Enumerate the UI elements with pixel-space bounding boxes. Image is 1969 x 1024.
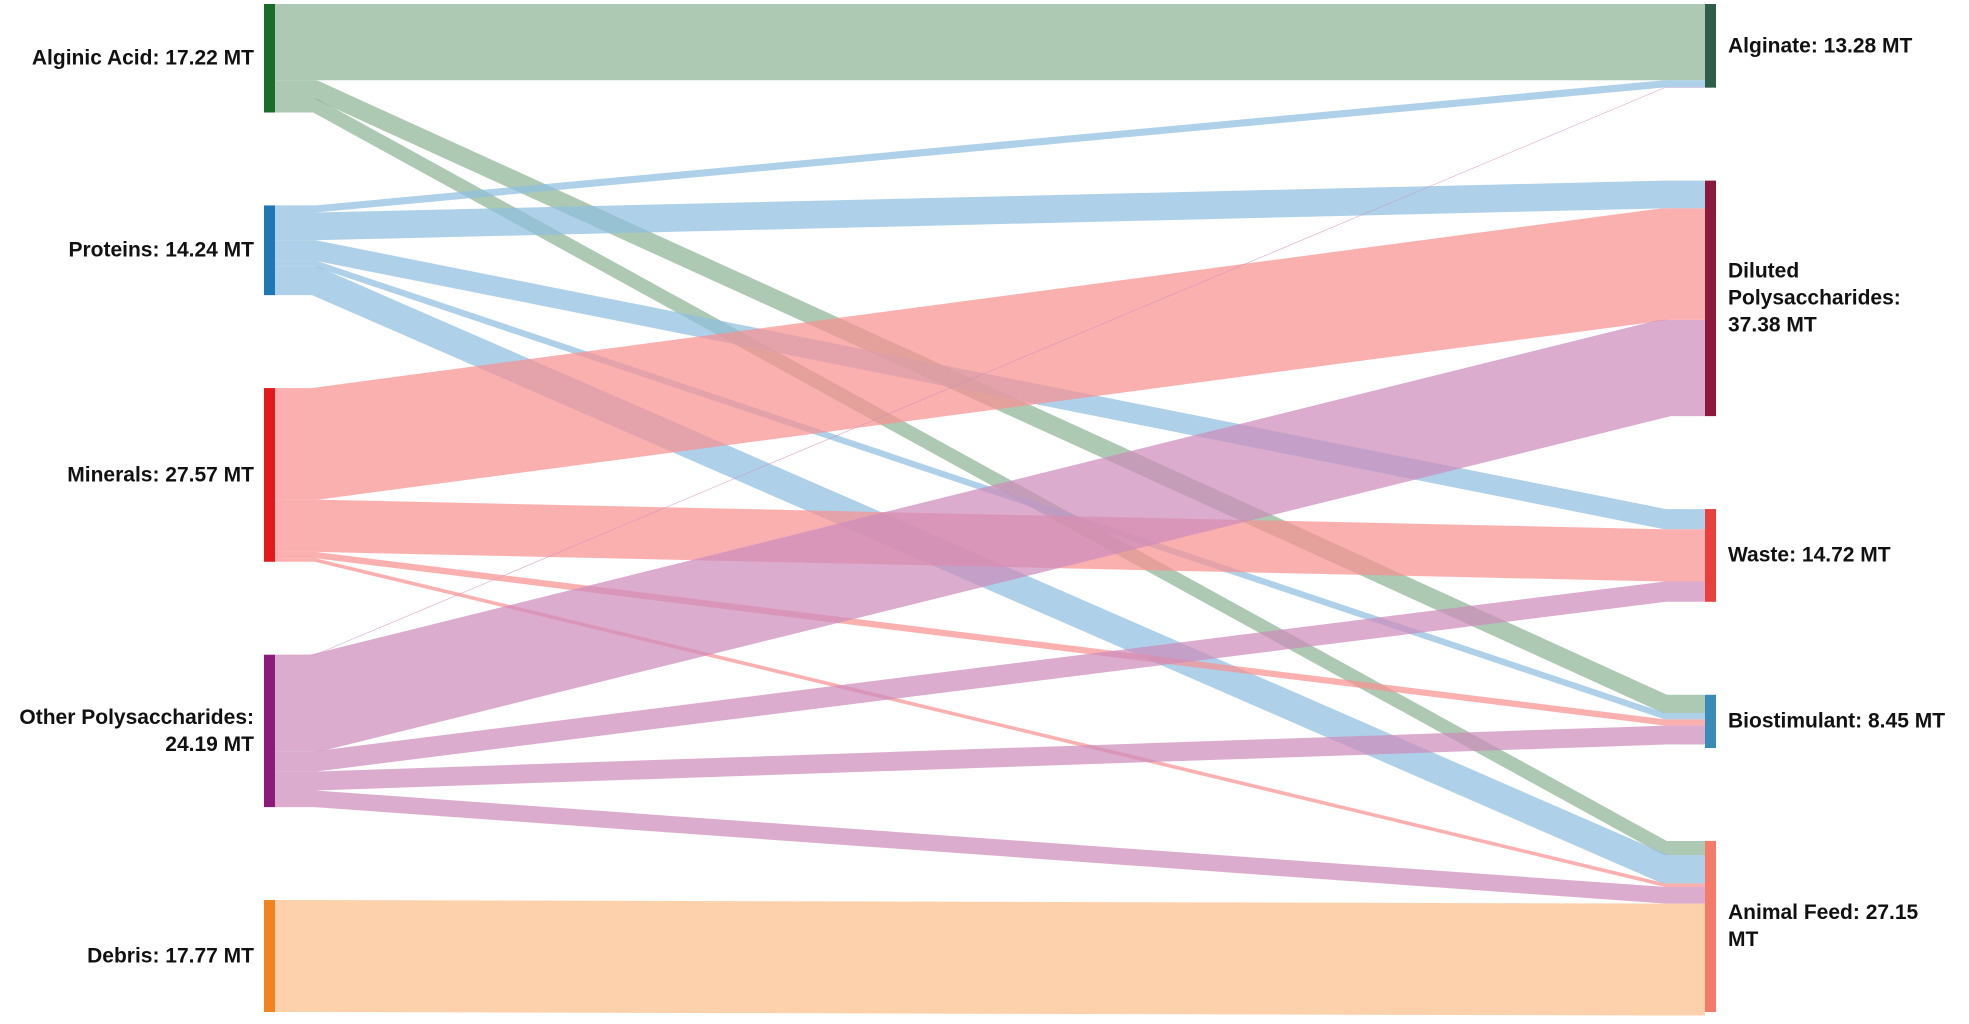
- flow-link-other_polysaccharides-to-biostimulant: [275, 725, 1705, 791]
- node-bar-proteins: [264, 205, 275, 296]
- flow-link-debris-to-animal_feed: [259, 900, 1721, 1016]
- node-bar-diluted_polysaccharides: [1705, 180, 1716, 417]
- node-label-diluted_polysaccharides: Diluted Polysaccharides: 37.38 MT: [1728, 259, 1901, 337]
- flow-link-minerals-to-diluted_polysaccharides: [259, 208, 1721, 500]
- flow-link-other_polysaccharides-to-animal_feed: [275, 790, 1705, 904]
- node-label-debris: Debris: 17.77 MT: [87, 944, 254, 968]
- node-label-biostimulant: Biostimulant: 8.45 MT: [1728, 709, 1946, 733]
- node-label-proteins: Proteins: 14.24 MT: [68, 238, 254, 262]
- node-label-alginate: Alginate: 13.28 MT: [1728, 34, 1913, 58]
- sankey-links: [259, 4, 1721, 1016]
- flow-link-other_polysaccharides-to-diluted_polysaccharides: [266, 319, 1714, 752]
- flow-link-alginic_acid-to-animal_feed: [275, 98, 1705, 855]
- node-label-other_polysaccharides: Other Polysaccharides: 24.19 MT: [19, 705, 254, 756]
- node-bar-other_polysaccharides: [264, 654, 275, 808]
- node-bar-waste: [1705, 509, 1716, 602]
- node-bar-alginic_acid: [264, 4, 275, 113]
- node-bar-alginate: [1705, 4, 1716, 88]
- flow-link-proteins-to-diluted_polysaccharides: [275, 180, 1705, 241]
- flow-link-minerals-to-biostimulant: [275, 551, 1705, 726]
- flow-link-other_polysaccharides-to-alginate: [275, 87, 1705, 656]
- flow-link-minerals-to-animal_feed: [275, 558, 1705, 887]
- node-label-alginic_acid: Alginic Acid: 17.22 MT: [31, 46, 254, 70]
- node-label-minerals: Minerals: 27.57 MT: [67, 463, 254, 487]
- sankey-nodes: [264, 4, 1716, 1012]
- node-label-animal_feed: Animal Feed: 27.15 MT: [1728, 901, 1919, 952]
- node-label-waste: Waste: 14.72 MT: [1728, 543, 1891, 567]
- node-bar-debris: [264, 900, 275, 1012]
- flow-link-other_polysaccharides-to-waste: [275, 581, 1705, 772]
- flow-link-proteins-to-alginate: [275, 80, 1705, 213]
- node-bar-minerals: [264, 388, 275, 562]
- node-bar-biostimulant: [1705, 694, 1716, 748]
- node-bar-animal_feed: [1705, 840, 1716, 1012]
